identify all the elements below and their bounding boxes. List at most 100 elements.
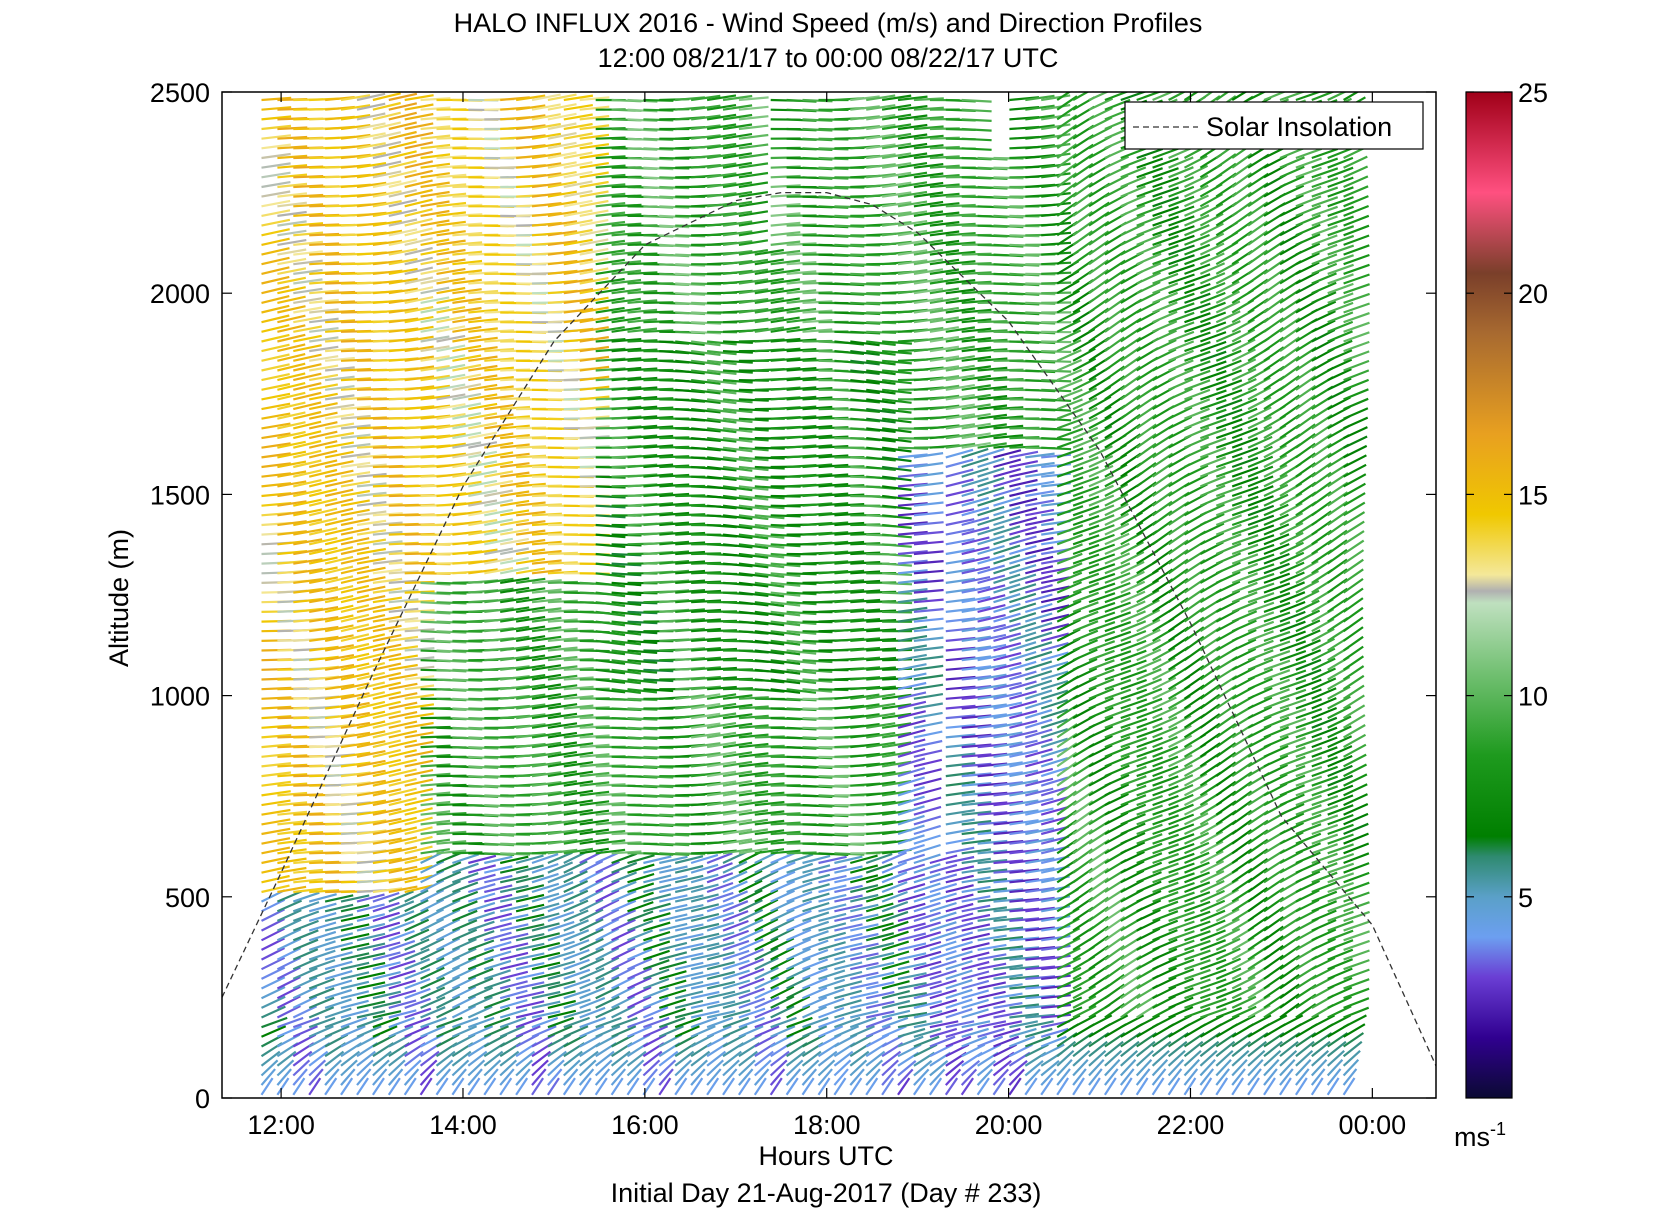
wind-vector: [324, 913, 354, 922]
wind-vector: [309, 308, 339, 314]
wind-vector: [451, 947, 477, 961]
wind-vector: [324, 450, 354, 459]
wind-vector: [324, 1068, 340, 1086]
wind-vector: [356, 740, 386, 749]
wind-vector: [452, 421, 482, 430]
wind-vector: [324, 575, 354, 584]
wind-vector: [547, 1050, 567, 1067]
wind-vector: [324, 403, 355, 411]
wind-vector: [500, 625, 530, 633]
wind-vector: [308, 449, 338, 459]
wind-vector: [260, 1068, 276, 1086]
wind-vector: [388, 949, 416, 961]
wind-vector: [468, 568, 498, 575]
wind-vector: [340, 701, 370, 710]
wind-vector: [436, 211, 467, 217]
wind-vector: [468, 336, 498, 343]
wind-vector: [467, 977, 494, 990]
wind-vector: [356, 922, 386, 932]
wind-vector: [372, 624, 402, 633]
wind-vector: [293, 859, 324, 865]
wind-vector: [261, 237, 290, 246]
wind-vector: [468, 346, 498, 353]
wind-vector: [420, 394, 451, 401]
wind-vector: [324, 673, 355, 681]
wind-vector: [515, 557, 546, 565]
wind-vector: [277, 343, 306, 353]
wind-vector: [404, 889, 429, 903]
wind-vector: [388, 645, 419, 652]
wind-vector: [261, 947, 285, 961]
wind-vector: [372, 229, 403, 237]
wind-vector: [340, 565, 370, 575]
wind-vector: [404, 276, 434, 285]
wind-vector: [436, 472, 467, 478]
wind-vector: [436, 334, 466, 343]
wind-vector: [515, 674, 546, 681]
wind-vector: [276, 985, 301, 1000]
wind-vector: [436, 344, 466, 353]
wind-vector: [293, 353, 322, 362]
wind-vector: [420, 306, 450, 314]
wind-vector: [515, 538, 546, 546]
wind-vector: [277, 276, 307, 285]
wind-vector: [340, 642, 370, 652]
wind-vector: [372, 1059, 390, 1077]
wind-vector: [531, 800, 562, 807]
wind-vector: [261, 705, 292, 710]
wind-vector: [388, 720, 418, 729]
wind-vector: [404, 141, 434, 150]
wind-vector: [261, 966, 286, 980]
wind-vector: [388, 588, 419, 594]
wind-vector: [531, 961, 561, 971]
wind-vector: [388, 617, 419, 623]
wind-vector: [309, 355, 339, 362]
wind-vector: [356, 942, 386, 951]
wind-vector: [531, 645, 562, 652]
wind-vector: [388, 836, 418, 845]
wind-vector: [516, 445, 547, 449]
wind-vector: [403, 1068, 420, 1086]
wind-vector: [388, 150, 417, 160]
wind-vector: [277, 810, 308, 816]
wind-vector: [340, 692, 370, 700]
wind-vector: [372, 1068, 388, 1086]
wind-vector: [388, 673, 418, 681]
wind-vector: [404, 208, 433, 217]
wind-vector: [277, 829, 307, 836]
wind-vector: [484, 385, 514, 391]
wind-vector: [468, 355, 498, 362]
wind-vector: [420, 209, 450, 217]
wind-vector: [451, 938, 477, 951]
wind-vector: [372, 596, 403, 604]
wind-vector: [261, 918, 285, 932]
wind-vector: [292, 1077, 306, 1096]
wind-vector: [277, 421, 306, 430]
wind-vector: [261, 285, 290, 295]
wind-vector: [531, 503, 562, 507]
wind-vector: [420, 296, 450, 304]
wind-vector: [276, 1068, 292, 1086]
wind-vector: [293, 420, 322, 430]
wind-vector: [293, 528, 323, 536]
wind-vector: [388, 806, 417, 816]
wind-vector: [420, 937, 445, 951]
wind-vector: [261, 733, 292, 739]
wind-vector: [468, 431, 498, 440]
wind-vector: [309, 270, 340, 275]
wind-vector: [356, 529, 387, 536]
wind-vector: [356, 510, 387, 517]
wind-vector: [420, 125, 451, 131]
wind-vector: [516, 454, 547, 459]
wind-vector: [261, 218, 291, 227]
wind-vector: [452, 373, 482, 382]
wind-vector: [500, 645, 530, 652]
wind-vector: [515, 942, 545, 951]
wind-vector: [308, 949, 336, 961]
wind-vector: [499, 884, 529, 894]
wind-vector: [261, 937, 285, 951]
wind-vector: [404, 1050, 424, 1067]
wind-vector: [292, 910, 320, 922]
wind-vector: [372, 587, 403, 594]
wind-vector: [531, 531, 562, 536]
